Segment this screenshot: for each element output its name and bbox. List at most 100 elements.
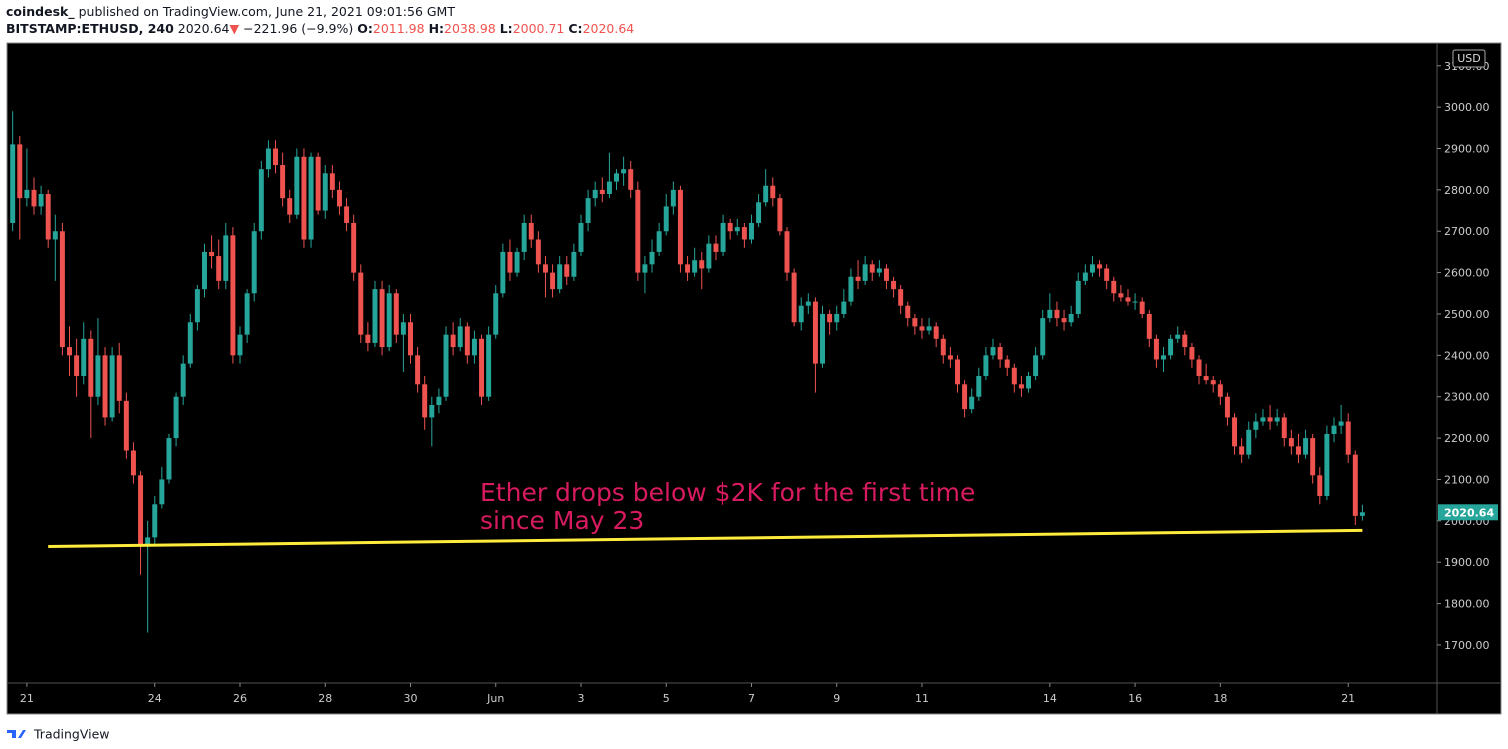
x-tick-label: 9 xyxy=(833,692,840,705)
candle-body xyxy=(251,231,257,294)
candle-body xyxy=(301,156,307,240)
candle-body xyxy=(1011,367,1017,385)
candle-body xyxy=(1295,446,1301,455)
candle-body xyxy=(24,189,30,199)
candle-body xyxy=(1097,264,1103,269)
x-tick-label: 16 xyxy=(1128,692,1142,705)
x-tick-label: 3 xyxy=(577,692,584,705)
candle-body xyxy=(1281,417,1287,439)
x-tick-label: 18 xyxy=(1213,692,1227,705)
candle-body xyxy=(926,326,932,331)
candle-body xyxy=(706,243,712,269)
candle-body xyxy=(855,276,861,281)
candle-body xyxy=(1267,417,1273,422)
candle-body xyxy=(820,313,826,364)
x-tick-label: 30 xyxy=(403,692,417,705)
candle-body xyxy=(542,264,548,273)
candle-body xyxy=(237,334,243,356)
candle-body xyxy=(393,293,399,335)
currency-box xyxy=(1452,49,1486,68)
candle-body xyxy=(748,222,754,240)
candle-body xyxy=(308,156,314,240)
candle-body xyxy=(230,235,236,356)
candle-body xyxy=(1203,376,1209,381)
candle-body xyxy=(1082,272,1088,281)
y-tick-label: 2900.00 xyxy=(1444,142,1490,155)
candle-body xyxy=(429,404,435,418)
candle-body xyxy=(322,173,328,211)
y-tick-label: 1800.00 xyxy=(1444,598,1490,611)
x-tick-label: 28 xyxy=(318,692,332,705)
candle-body xyxy=(976,376,982,397)
candle-body xyxy=(1026,376,1032,389)
candle-body xyxy=(166,438,172,480)
candle-body xyxy=(1168,338,1174,356)
candle-body xyxy=(670,189,676,207)
author: coindesk_ xyxy=(6,4,75,19)
candle-body xyxy=(1331,425,1337,434)
change-arrow: ▼ xyxy=(229,21,240,36)
low-label: L: xyxy=(499,21,513,36)
candle-body xyxy=(159,479,165,505)
header-line-2: BITSTAMP:ETHUSD, 240 2020.64▼ −221.96 (−… xyxy=(6,20,634,37)
candle-body xyxy=(1210,380,1216,385)
trendline xyxy=(48,528,1363,548)
candle-body xyxy=(486,334,492,397)
y-tick-label: 2800.00 xyxy=(1444,184,1490,197)
candle-body xyxy=(692,260,698,273)
candle-body xyxy=(848,276,854,302)
candle-body xyxy=(741,227,747,240)
candle-body xyxy=(358,272,364,335)
candle-body xyxy=(756,202,762,223)
candle-body xyxy=(507,251,513,273)
candle-body xyxy=(294,156,300,215)
candle-body xyxy=(841,301,847,314)
candle-body xyxy=(1345,421,1351,455)
candle-body xyxy=(599,189,605,195)
candle-body xyxy=(1182,334,1188,348)
candle-body xyxy=(940,338,946,356)
candle-body xyxy=(649,251,655,265)
y-tick-label: 2500.00 xyxy=(1444,308,1490,321)
candle-body xyxy=(116,355,122,401)
high-value: 2038.98 xyxy=(444,21,496,36)
candle-body xyxy=(315,156,321,211)
candle-body xyxy=(621,169,627,174)
candle-body xyxy=(827,313,833,323)
candle-body xyxy=(763,185,769,203)
published: published on TradingView.com, June 21, 2… xyxy=(78,4,455,19)
candle-body xyxy=(450,334,456,348)
candle-body xyxy=(102,355,108,418)
candle-body xyxy=(564,264,570,277)
header-line-1: coindesk_ published on TradingView.com, … xyxy=(6,3,634,20)
candle-body xyxy=(990,347,996,356)
candle-body xyxy=(479,338,485,397)
candle-body xyxy=(152,504,158,538)
candle-body xyxy=(947,355,953,360)
candle-body xyxy=(173,396,179,439)
candle-body xyxy=(606,181,612,195)
candle-body xyxy=(1317,475,1323,497)
chart-panel xyxy=(6,42,1502,715)
candle-body xyxy=(997,347,1003,360)
y-tick-label: 3000.00 xyxy=(1444,101,1490,114)
candle-body xyxy=(898,289,904,306)
candle-body xyxy=(10,144,16,223)
candle-body xyxy=(1260,417,1266,422)
candle-body xyxy=(1217,384,1223,397)
candle-body xyxy=(955,359,960,385)
candle-body xyxy=(720,222,726,252)
candle-body xyxy=(386,293,392,348)
candle-body xyxy=(656,231,662,252)
candle-body xyxy=(265,148,271,170)
candle-body xyxy=(500,251,506,294)
x-tick-label: 21 xyxy=(20,692,34,705)
candle-body xyxy=(550,272,556,290)
candle-body xyxy=(180,363,186,397)
x-tick-label: 11 xyxy=(915,692,929,705)
y-tick-label: 2600.00 xyxy=(1444,267,1490,280)
marks: 1700.001800.001900.002000.002100.002200.… xyxy=(10,60,1498,705)
candle-body xyxy=(677,189,683,265)
candle-body xyxy=(571,251,577,277)
